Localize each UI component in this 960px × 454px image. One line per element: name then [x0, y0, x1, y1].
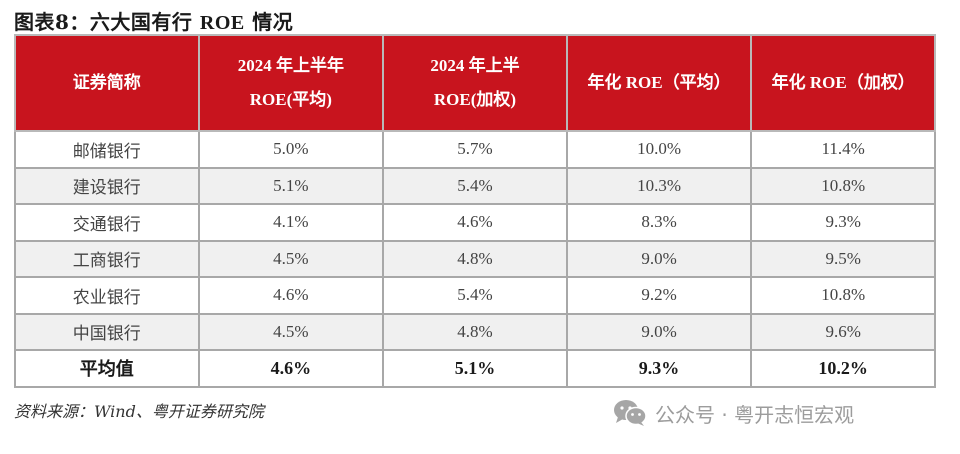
header-h1-roe-avg: 2024 年上半年 ROE(平均): [197, 34, 385, 132]
bank-name: 交通银行: [14, 203, 200, 242]
title-suffix: 情况: [252, 10, 294, 34]
annual-roe-avg: 9.0%: [565, 312, 753, 351]
avg-h1-roe-avg: 4.6%: [197, 349, 385, 388]
h1-roe-wtd: 4.6%: [382, 203, 568, 242]
bank-name: 建设银行: [14, 166, 200, 205]
header-annual-roe-wtd: 年化 ROE（加权）: [750, 34, 936, 132]
annual-roe-avg: 10.3%: [565, 166, 753, 205]
annual-roe-wtd: 11.4%: [750, 130, 936, 169]
h1-roe-avg: 4.5%: [197, 239, 385, 278]
average-label: 平均值: [14, 349, 200, 388]
wechat-icon: [614, 400, 647, 426]
watermark: 公众号 · 粤开志恒宏观: [613, 398, 854, 428]
avg-annual-roe-avg: 9.3%: [565, 349, 753, 388]
h1-roe-wtd: 5.7%: [382, 130, 568, 169]
watermark-text: 公众号 · 粤开志恒宏观: [655, 402, 855, 427]
h1-roe-avg: 4.6%: [197, 276, 385, 315]
h1-roe-avg: 4.1%: [197, 203, 385, 242]
avg-h1-roe-wtd: 5.1%: [382, 349, 568, 388]
annual-roe-avg: 9.0%: [565, 239, 753, 278]
table-row: 中国银行 4.5% 4.8% 9.0% 9.6%: [14, 312, 936, 351]
header-h1-roe-wtd: 2024 年上半 ROE(加权): [382, 34, 568, 132]
annual-roe-wtd: 9.3%: [750, 203, 936, 242]
source-note: 资料来源：Wind、粤开证券研究院: [14, 402, 264, 421]
header-security-name: 证券简称: [14, 34, 200, 132]
table-row: 交通银行 4.1% 4.6% 8.3% 9.3%: [14, 203, 936, 242]
annual-roe-wtd: 9.6%: [750, 312, 936, 351]
header-annual-roe-avg: 年化 ROE（平均）: [565, 34, 753, 132]
avg-annual-roe-wtd: 10.2%: [750, 349, 936, 388]
h1-roe-avg: 4.5%: [197, 312, 385, 351]
annual-roe-wtd: 10.8%: [750, 166, 936, 205]
h1-roe-avg: 5.1%: [197, 166, 385, 205]
h1-roe-wtd: 4.8%: [382, 239, 568, 278]
bank-name: 中国银行: [14, 312, 200, 351]
bank-name: 工商银行: [14, 239, 200, 278]
title-prefix: 图表8：六大国有行: [14, 10, 193, 34]
roe-table: 证券简称 2024 年上半年 ROE(平均) 2024 年上半 ROE(加权) 年化…: [14, 34, 936, 388]
h1-roe-wtd: 5.4%: [382, 166, 568, 205]
annual-roe-avg: 10.0%: [565, 130, 753, 169]
table-row: 邮储银行 5.0% 5.7% 10.0% 11.4%: [14, 130, 936, 169]
annual-roe-wtd: 10.8%: [750, 276, 936, 315]
title-roe: ROE: [199, 12, 245, 34]
table-row: 工商银行 4.5% 4.8% 9.0% 9.5%: [14, 239, 936, 278]
annual-roe-avg: 9.2%: [565, 276, 753, 315]
h1-roe-avg: 5.0%: [197, 130, 385, 169]
annual-roe-wtd: 9.5%: [750, 239, 936, 278]
figure-title: 图表8：六大国有行 ROE 情况: [14, 6, 293, 35]
bank-name: 邮储银行: [14, 130, 200, 169]
header-row: 证券简称 2024 年上半年 ROE(平均) 2024 年上半 ROE(加权) 年化…: [14, 34, 936, 132]
h1-roe-wtd: 4.8%: [382, 312, 568, 351]
annual-roe-avg: 8.3%: [565, 203, 753, 242]
table-row: 农业银行 4.6% 5.4% 9.2% 10.8%: [14, 276, 936, 315]
table-row: 建设银行 5.1% 5.4% 10.3% 10.8%: [14, 166, 936, 205]
average-row: 平均值 4.6% 5.1% 9.3% 10.2%: [14, 349, 936, 388]
bank-name: 农业银行: [14, 276, 200, 315]
h1-roe-wtd: 5.4%: [382, 276, 568, 315]
